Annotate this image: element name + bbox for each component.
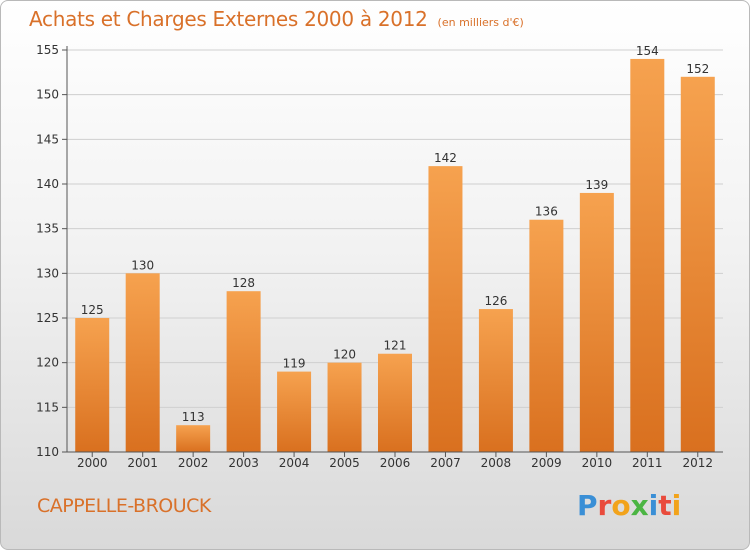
bar-2008 (478, 309, 513, 452)
bar-value-label: 142 (434, 151, 457, 165)
x-tick-label: 2006 (380, 456, 411, 470)
bar-value-label: 139 (585, 178, 608, 192)
y-tick-label: 155 (36, 43, 59, 57)
y-tick-label: 130 (36, 266, 59, 280)
bar-value-label: 121 (384, 339, 407, 353)
x-tick-label: 2001 (127, 456, 158, 470)
logo-letter: r (597, 489, 612, 522)
bar-value-label: 120 (333, 348, 356, 362)
bar-2001 (125, 273, 160, 452)
x-tick-label: 2007 (430, 456, 461, 470)
proxiti-logo[interactable]: Proxiti (577, 489, 681, 522)
bar-2005 (327, 362, 362, 452)
bar-value-label: 136 (535, 205, 558, 219)
bar-value-label: 119 (283, 357, 306, 371)
x-tick-label: 2012 (682, 456, 713, 470)
x-tick-label: 2008 (481, 456, 512, 470)
logo-letter: t (658, 489, 672, 522)
x-tick-label: 2005 (329, 456, 360, 470)
bar-value-label: 125 (81, 303, 104, 317)
bar-2003 (226, 291, 261, 452)
commune-name: CAPPELLE-BROUCK (37, 495, 211, 517)
logo-letter: i (648, 489, 659, 522)
x-axis: 2000 2001 2002 2003 2004 2005 2006 2007 2008 2009… (67, 451, 723, 470)
bar-value-label: 128 (232, 276, 255, 290)
x-tick-label: 2000 (77, 456, 108, 470)
logo-letter: i (671, 489, 682, 522)
x-tick-label: 2009 (531, 456, 562, 470)
bar-2006 (378, 353, 412, 452)
y-tick-label: 150 (36, 88, 59, 102)
chart-title: Achats et Charges Externes 2000 à 2012 (e… (29, 7, 524, 31)
bar-2002 (176, 425, 211, 452)
bar-value-label: 154 (636, 44, 659, 58)
x-tick-label: 2003 (228, 456, 259, 470)
bar-2012 (680, 76, 715, 453)
bar-2000 (75, 318, 110, 452)
bar-2004 (277, 371, 312, 452)
bars: 125 130 113 128 119 120 121 142 126 136 139 154 152 (75, 44, 715, 453)
logo-letter: o (611, 489, 631, 522)
x-tick-label: 2011 (632, 456, 663, 470)
y-tick-label: 120 (36, 356, 59, 370)
logo-letter: P (577, 489, 598, 522)
bar-value-label: 130 (131, 258, 154, 272)
y-tick-label: 110 (36, 445, 59, 459)
bar-2011 (630, 58, 665, 452)
y-tick-label: 115 (36, 400, 59, 414)
bar-value-label: 152 (686, 62, 709, 76)
logo-letter: x (630, 489, 649, 522)
y-tick-label: 140 (36, 177, 59, 191)
y-tick-label: 135 (36, 222, 59, 236)
y-tick-label: 125 (36, 311, 59, 325)
x-tick-label: 2010 (582, 456, 613, 470)
bar-2009 (529, 219, 564, 452)
bar-value-label: 126 (484, 294, 507, 308)
x-tick-label: 2004 (279, 456, 310, 470)
chart-title-text: Achats et Charges Externes 2000 à 2012 (29, 7, 428, 31)
bar-2007 (428, 166, 463, 452)
y-tick-label: 145 (36, 132, 59, 146)
bar-value-label: 113 (182, 410, 205, 424)
chart-unit-label: (en milliers d'€) (437, 16, 524, 29)
bar-2010 (579, 192, 614, 452)
x-tick-label: 2002 (178, 456, 209, 470)
y-axis: 110 115 120 125 130 135 140 145 150 155 (36, 43, 68, 459)
